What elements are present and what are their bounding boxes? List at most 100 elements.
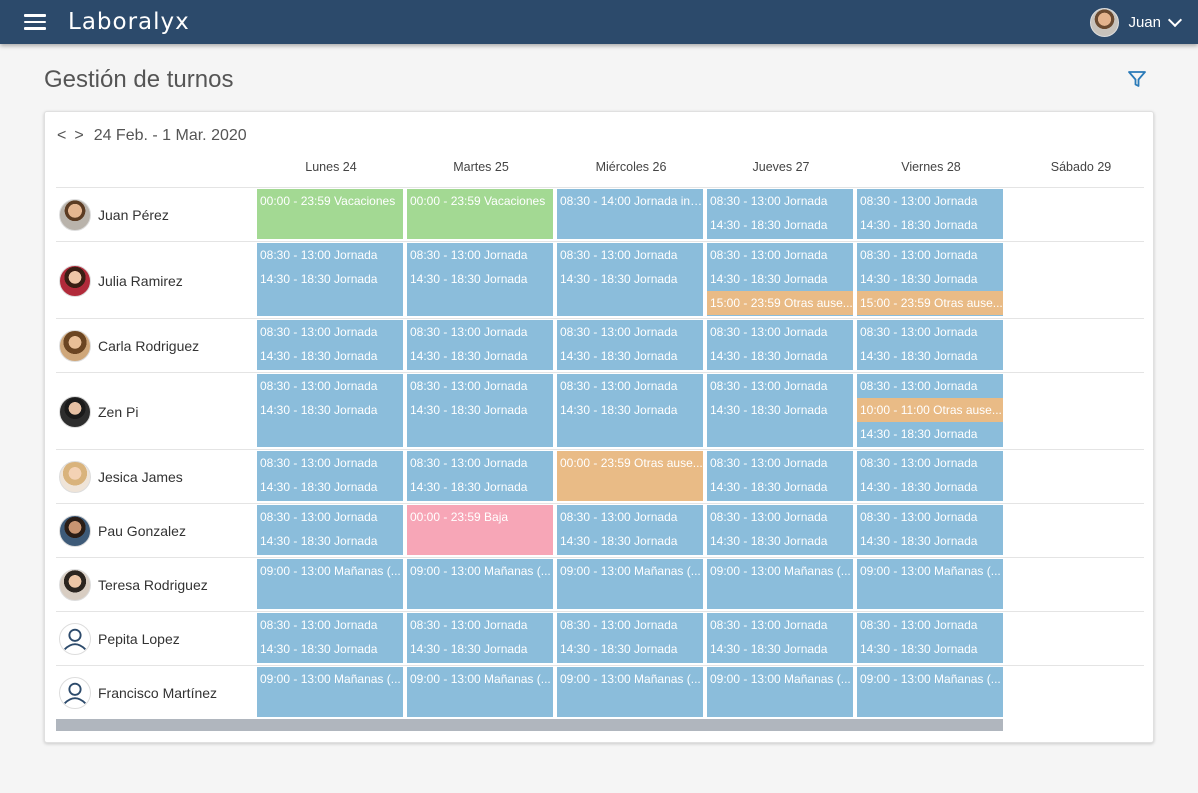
shift-entry[interactable]: 14:30 - 18:30 Jornada xyxy=(710,642,828,656)
shift-entry[interactable]: 08:30 - 13:00 Jornada xyxy=(410,248,528,262)
shift-entry[interactable]: 14:30 - 18:30 Jornada xyxy=(410,480,528,494)
shift-cell[interactable]: 08:30 - 13:00 Jornada 14:30 - 18:30 Jorna… xyxy=(407,613,553,663)
shift-entry[interactable]: 14:30 - 18:30 Jornada xyxy=(260,480,378,494)
shift-cell[interactable]: 08:30 - 13:00 Jornada 14:30 - 18:30 Jorna… xyxy=(257,243,403,316)
filter-icon[interactable] xyxy=(1127,69,1147,89)
shift-entry[interactable]: 08:30 - 13:00 Jornada xyxy=(260,325,378,339)
shift-cell[interactable]: 08:30 - 13:00 Jornada 14:30 - 18:30 Jorna… xyxy=(557,613,703,663)
shift-entry[interactable]: 09:00 - 13:00 Mañanas (... xyxy=(860,564,1001,578)
shift-cell[interactable]: 08:30 - 13:00 Jornada 14:30 - 18:30 Jorna… xyxy=(707,451,853,501)
shift-entry[interactable]: 09:00 - 13:00 Mañanas (... xyxy=(560,564,701,578)
shift-cell[interactable]: 08:30 - 13:00 Jornada 14:30 - 18:30 Jorna… xyxy=(857,320,1003,370)
shift-entry[interactable]: 08:30 - 13:00 Jornada xyxy=(710,618,828,632)
shift-entry[interactable]: 08:30 - 13:00 Jornada xyxy=(410,379,528,393)
next-week-button[interactable]: > xyxy=(74,127,84,144)
shift-entry[interactable]: 14:30 - 18:30 Jornada xyxy=(410,272,528,286)
shift-cell[interactable]: 08:30 - 13:00 Jornada 14:30 - 18:30 Jorna… xyxy=(707,505,853,555)
shift-entry[interactable]: 14:30 - 18:30 Jornada xyxy=(710,480,828,494)
shift-entry[interactable]: 14:30 - 18:30 Jornada xyxy=(560,642,678,656)
shift-entry[interactable]: 14:30 - 18:30 Jornada xyxy=(260,349,378,363)
employee-name[interactable]: Jesica James xyxy=(98,469,183,485)
shift-cell[interactable]: 08:30 - 13:00 Jornada 14:30 - 18:30 Jorna… xyxy=(407,320,553,370)
shift-entry[interactable]: 09:00 - 13:00 Mañanas (... xyxy=(410,672,551,686)
shift-entry[interactable]: 08:30 - 14:00 Jornada int... xyxy=(560,194,703,208)
shift-entry[interactable]: 08:30 - 13:00 Jornada xyxy=(560,379,678,393)
shift-entry[interactable]: 08:30 - 13:00 Jornada xyxy=(410,618,528,632)
shift-cell[interactable]: 08:30 - 13:00 Jornada 14:30 - 18:30 Jorna… xyxy=(557,374,703,447)
shift-entry[interactable]: 14:30 - 18:30 Jornada xyxy=(560,272,678,286)
shift-cell[interactable]: 09:00 - 13:00 Mañanas (... xyxy=(407,559,553,609)
user-menu[interactable]: Juan xyxy=(1090,7,1183,37)
shift-entry[interactable]: 09:00 - 13:00 Mañanas (... xyxy=(410,564,551,578)
shift-entry[interactable]: 09:00 - 13:00 Mañanas (... xyxy=(710,672,851,686)
shift-cell[interactable]: 08:30 - 13:00 Jornada 14:30 - 18:30 Jorna… xyxy=(407,243,553,316)
shift-entry[interactable]: 08:30 - 13:00 Jornada xyxy=(860,325,978,339)
shift-cell[interactable]: 08:30 - 13:00 Jornada 14:30 - 18:30 Jorna… xyxy=(707,243,853,316)
shift-entry[interactable]: 14:30 - 18:30 Jornada xyxy=(560,403,678,417)
shift-entry[interactable]: 00:00 - 23:59 Otras ause... xyxy=(557,451,703,475)
shift-entry[interactable]: 14:30 - 18:30 Jornada xyxy=(860,218,978,232)
shift-entry[interactable]: 08:30 - 13:00 Jornada xyxy=(710,510,828,524)
shift-cell[interactable]: 09:00 - 13:00 Mañanas (... xyxy=(257,559,403,609)
shift-entry[interactable]: 14:30 - 18:30 Jornada xyxy=(860,427,978,441)
shift-cell[interactable]: 08:30 - 13:00 Jornada 14:30 - 18:30 Jorna… xyxy=(857,243,1003,316)
shift-cell[interactable]: 09:00 - 13:00 Mañanas (... xyxy=(857,559,1003,609)
horizontal-scrollbar[interactable] xyxy=(56,719,1003,731)
employee-name[interactable]: Juan Pérez xyxy=(98,207,169,223)
shift-entry[interactable]: 14:30 - 18:30 Jornada xyxy=(260,534,378,548)
shift-cell[interactable]: 09:00 - 13:00 Mañanas (... xyxy=(707,559,853,609)
employee-name[interactable]: Pepita Lopez xyxy=(98,631,180,647)
shift-cell[interactable]: 08:30 - 13:00 Jornada 14:30 - 18:30 Jorna… xyxy=(407,451,553,501)
shift-cell[interactable]: 08:30 - 13:00 Jornada 14:30 - 18:30 Jorna… xyxy=(857,505,1003,555)
employee-name[interactable]: Zen Pi xyxy=(98,403,139,420)
shift-entry[interactable]: 14:30 - 18:30 Jornada xyxy=(260,403,378,417)
shift-entry[interactable]: 08:30 - 13:00 Jornada xyxy=(860,248,978,262)
shift-entry[interactable]: 14:30 - 18:30 Jornada xyxy=(410,349,528,363)
shift-entry[interactable]: 08:30 - 13:00 Jornada xyxy=(860,194,978,208)
shift-entry[interactable]: 14:30 - 18:30 Jornada xyxy=(710,272,828,286)
shift-entry[interactable]: 09:00 - 13:00 Mañanas (... xyxy=(710,564,851,578)
shift-cell[interactable]: 08:30 - 13:00 Jornada 14:30 - 18:30 Jorna… xyxy=(407,374,553,447)
employee-name[interactable]: Carla Rodriguez xyxy=(98,338,200,354)
employee-name[interactable]: Francisco Martínez xyxy=(98,685,218,701)
shift-cell[interactable]: 08:30 - 13:00 Jornada 14:30 - 18:30 Jorna… xyxy=(707,320,853,370)
shift-entry[interactable]: 14:30 - 18:30 Jornada xyxy=(560,349,678,363)
shift-entry[interactable]: 08:30 - 13:00 Jornada xyxy=(860,510,978,524)
prev-week-button[interactable]: < xyxy=(57,127,67,144)
shift-entry[interactable]: 08:30 - 13:00 Jornada xyxy=(560,248,678,262)
shift-entry[interactable]: 00:00 - 23:59 Vacaciones xyxy=(257,189,403,213)
shift-entry[interactable]: 08:30 - 13:00 Jornada xyxy=(260,248,378,262)
shift-cell[interactable]: 09:00 - 13:00 Mañanas (... xyxy=(557,559,703,609)
shift-entry[interactable]: 09:00 - 13:00 Mañanas (... xyxy=(260,672,401,686)
shift-cell[interactable]: 09:00 - 13:00 Mañanas (... xyxy=(257,667,403,717)
shift-entry[interactable]: 00:00 - 23:59 Vacaciones xyxy=(407,189,553,213)
shift-entry[interactable]: 08:30 - 13:00 Jornada xyxy=(860,379,978,393)
shift-cell[interactable]: 08:30 - 13:00 Jornada 14:30 - 18:30 Jorna… xyxy=(257,320,403,370)
shift-entry[interactable]: 00:00 - 23:59 Baja xyxy=(407,505,553,529)
shift-entry[interactable]: 09:00 - 13:00 Mañanas (... xyxy=(260,564,401,578)
shift-entry[interactable]: 14:30 - 18:30 Jornada xyxy=(710,403,828,417)
shift-cell[interactable]: 08:30 - 13:00 Jornada 14:30 - 18:30 Jorna… xyxy=(557,505,703,555)
shift-cell[interactable]: 09:00 - 13:00 Mañanas (... xyxy=(407,667,553,717)
shift-entry[interactable]: 14:30 - 18:30 Jornada xyxy=(860,349,978,363)
shift-entry[interactable]: 08:30 - 13:00 Jornada xyxy=(260,618,378,632)
shift-cell[interactable]: 08:30 - 13:00 Jornada 14:30 - 18:30 Jorna… xyxy=(557,243,703,316)
shift-entry[interactable]: 14:30 - 18:30 Jornada xyxy=(260,642,378,656)
shift-entry[interactable]: 08:30 - 13:00 Jornada xyxy=(410,456,528,470)
shift-entry[interactable]: 08:30 - 13:00 Jornada xyxy=(560,325,678,339)
shift-entry[interactable]: 08:30 - 13:00 Jornada xyxy=(560,510,678,524)
shift-cell[interactable]: 09:00 - 13:00 Mañanas (... xyxy=(557,667,703,717)
shift-cell[interactable]: 08:30 - 13:00 Jornada 14:30 - 18:30 Jorna… xyxy=(257,505,403,555)
shift-cell[interactable]: 08:30 - 13:00 Jornada 14:30 - 18:30 Jorna… xyxy=(857,189,1003,239)
shift-entry[interactable]: 08:30 - 13:00 Jornada xyxy=(260,379,378,393)
shift-entry[interactable]: 14:30 - 18:30 Jornada xyxy=(260,272,378,286)
shift-entry[interactable]: 08:30 - 13:00 Jornada xyxy=(410,325,528,339)
shift-entry[interactable]: 08:30 - 13:00 Jornada xyxy=(260,510,378,524)
shift-cell[interactable]: 08:30 - 13:00 Jornada 14:30 - 18:30 Jorna… xyxy=(707,613,853,663)
shift-entry[interactable]: 14:30 - 18:30 Jornada xyxy=(860,534,978,548)
shift-entry[interactable]: 14:30 - 18:30 Jornada xyxy=(860,480,978,494)
shift-cell[interactable]: 08:30 - 13:00 Jornada 14:30 - 18:30 Jorna… xyxy=(257,451,403,501)
shift-entry[interactable]: 14:30 - 18:30 Jornada xyxy=(560,534,678,548)
shift-cell[interactable]: 08:30 - 13:00 Jornada 14:30 - 18:30 Jorna… xyxy=(257,374,403,447)
employee-name[interactable]: Teresa Rodriguez xyxy=(98,577,208,593)
